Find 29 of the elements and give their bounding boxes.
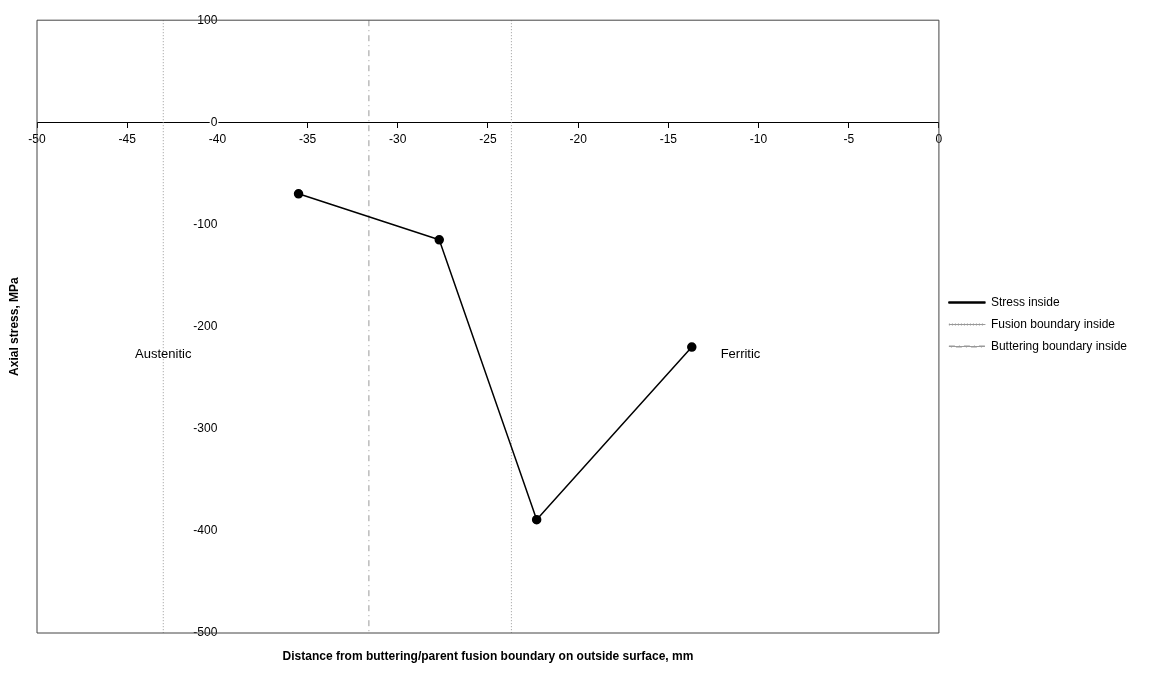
y-tick-label: 0 [210, 114, 218, 129]
annotation: Ferritic [720, 345, 761, 361]
legend-label: Stress inside [990, 294, 1060, 309]
y-tick-label: -100 [193, 216, 218, 231]
x-tick-label: -5 [843, 131, 855, 146]
y-tick-label: -400 [193, 523, 218, 538]
x-tick-label: -25 [479, 131, 497, 146]
x-tick-label: -30 [389, 131, 407, 146]
x-tick-label: -10 [749, 131, 768, 146]
x-tick-label: -20 [569, 131, 588, 146]
x-tick-label: -45 [118, 131, 137, 146]
x-axis-title: Distance from buttering/parent fusion boundary on outside surface, mm [282, 649, 694, 664]
x-tick-label: -35 [298, 131, 317, 146]
x-tick-label: 0 [935, 131, 943, 146]
y-tick-label: 100 [197, 12, 218, 27]
y-tick-label: -200 [193, 318, 218, 333]
annotation: Austenitic [135, 345, 192, 361]
legend-label: Fusion boundary inside [990, 316, 1116, 331]
point [434, 235, 444, 245]
legend-label: Buttering boundary inside [990, 338, 1128, 353]
y-axis-title: Axial stress, MPa [7, 276, 22, 376]
point [531, 514, 542, 525]
point [293, 189, 304, 199]
point [687, 342, 697, 352]
x-tick-label: -50 [28, 131, 46, 146]
x-tick-label: -15 [659, 131, 678, 146]
y-tick-label: -300 [193, 421, 218, 436]
y-tick-label: -500 [193, 625, 218, 640]
x-tick-label: -40 [208, 131, 227, 146]
